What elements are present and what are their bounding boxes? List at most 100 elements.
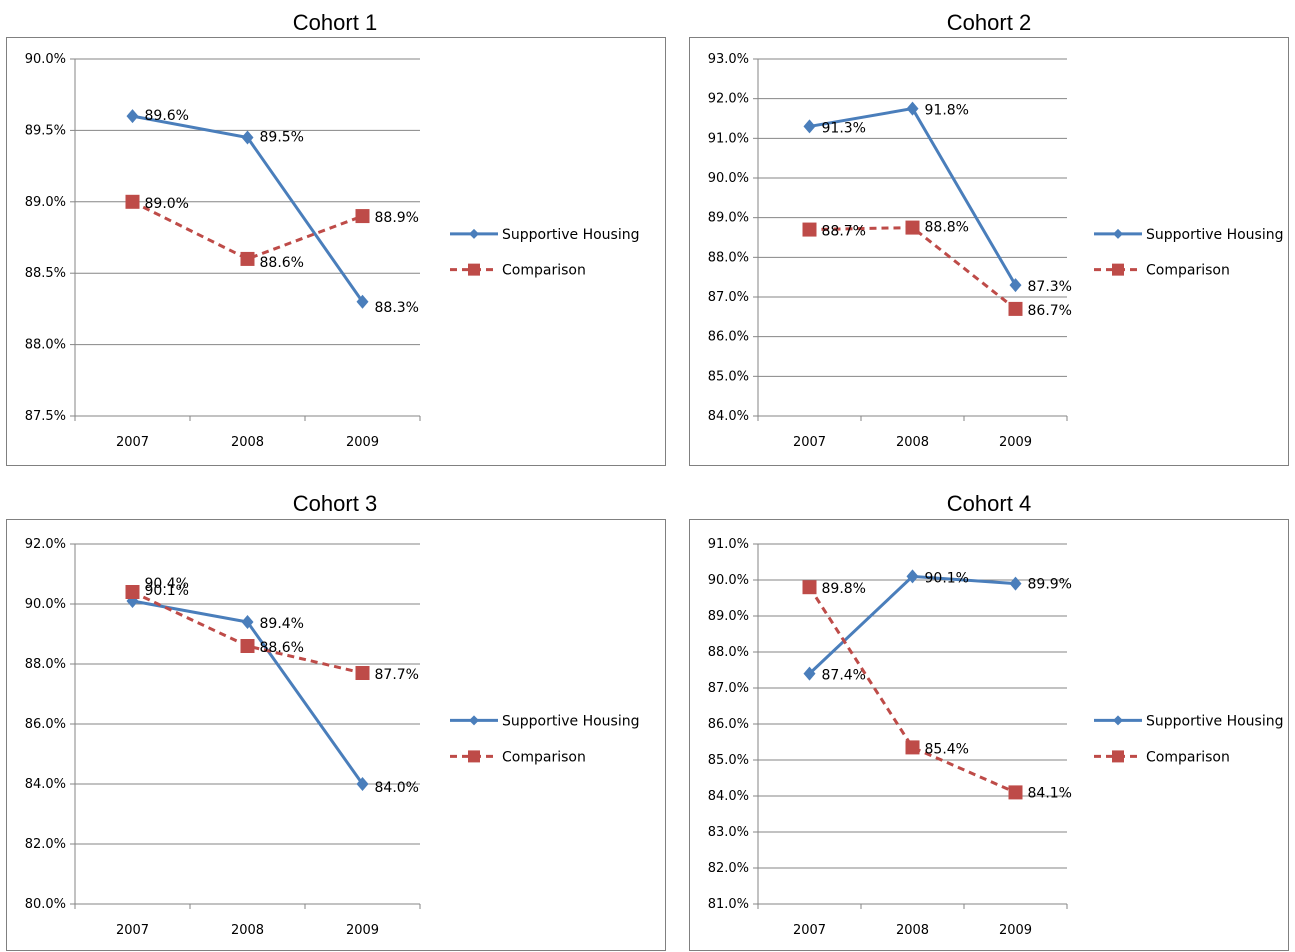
x-tick-label: 2008 xyxy=(896,923,929,938)
data-label: 89.6% xyxy=(145,108,189,124)
y-tick-label: 86.0% xyxy=(25,717,66,732)
data-point-supportive-housing xyxy=(906,569,919,584)
y-tick-label: 91.0% xyxy=(708,537,749,552)
chart-title-cohort-4: Cohort 4 xyxy=(946,491,1032,516)
y-tick-label: 82.0% xyxy=(25,837,66,852)
data-label: 84.1% xyxy=(1028,785,1072,801)
x-tick-label: 2009 xyxy=(346,435,379,450)
legend-marker-square xyxy=(468,263,480,276)
y-tick-label: 89.0% xyxy=(708,609,749,624)
x-tick-label: 2009 xyxy=(346,923,379,938)
y-tick-label: 87.0% xyxy=(708,290,749,305)
legend-marker-diamond xyxy=(1113,715,1123,726)
y-tick-label: 88.0% xyxy=(25,338,66,353)
y-tick-label: 84.0% xyxy=(25,777,66,792)
data-point-comparison xyxy=(1008,785,1023,800)
legend-label: Supportive Housing xyxy=(1146,713,1284,729)
y-tick-label: 87.0% xyxy=(708,681,749,696)
y-tick-label: 86.0% xyxy=(708,717,749,732)
data-point-supportive-housing xyxy=(356,294,369,309)
data-label: 87.3% xyxy=(1028,279,1072,295)
data-label: 87.7% xyxy=(375,667,419,683)
data-point-supportive-housing xyxy=(356,777,369,791)
y-tick-label: 85.0% xyxy=(708,753,749,768)
y-tick-label: 91.0% xyxy=(708,131,749,146)
chart-title-cohort-1: Cohort 1 xyxy=(292,10,378,35)
chart-title-cohort-3: Cohort 3 xyxy=(292,491,378,516)
legend-label: Supportive Housing xyxy=(1146,227,1284,243)
legend-label: Supportive Housing xyxy=(502,227,640,243)
chart-svg-cohort-4: 81.0% 82.0% 83.0% 84.0% 85.0% 86.0% 87.0% 88.0%… xyxy=(708,537,1284,938)
y-tick-label: 88.0% xyxy=(25,657,66,672)
legend-label: Supportive Housing xyxy=(502,713,640,729)
legend-marker-diamond xyxy=(469,715,479,726)
y-tick-label: 89.0% xyxy=(25,195,66,210)
data-label: 86.7% xyxy=(1028,303,1072,319)
data-point-comparison xyxy=(802,222,817,237)
series-line-comparison xyxy=(131,590,363,675)
data-label: 88.7% xyxy=(822,224,866,240)
data-point-comparison xyxy=(240,251,255,266)
data-label: 88.3% xyxy=(375,300,419,316)
x-tick-label: 2008 xyxy=(231,435,264,450)
chart-svg-cohort-2: 84.0% 85.0% 86.0% 87.0% 88.0% 89.0% 90.0% 91.0%… xyxy=(708,52,1284,450)
legend-label: Comparison xyxy=(1146,263,1230,279)
chart-title-cohort-2: Cohort 2 xyxy=(946,10,1032,35)
legend-marker-square xyxy=(468,750,480,763)
y-tick-label: 80.0% xyxy=(25,897,66,912)
y-tick-label: 90.0% xyxy=(708,171,749,186)
chart-svg-cohort-1: 87.5% 88.0% 88.5% 89.0% 89.5% 90.0% 2007 2008 20… xyxy=(25,52,640,450)
data-label: 85.4% xyxy=(925,741,969,757)
chart-svg-cohort-3: 80.0% 82.0% 84.0% 86.0% 88.0% 90.0% 92.0% 2007 2… xyxy=(25,537,640,938)
y-tick-label: 88.0% xyxy=(708,645,749,660)
y-tick-label: 88.5% xyxy=(25,266,66,281)
y-tick-label: 81.0% xyxy=(708,897,749,912)
y-tick-label: 93.0% xyxy=(708,52,749,67)
data-label: 88.8% xyxy=(925,220,969,236)
x-tick-label: 2008 xyxy=(231,923,264,938)
chart-panel-cohort-4: 81.0% 82.0% 83.0% 84.0% 85.0% 86.0% 87.0% 88.0%… xyxy=(689,519,1289,951)
data-point-comparison xyxy=(802,580,817,595)
data-label: 88.6% xyxy=(260,255,304,271)
y-tick-label: 85.0% xyxy=(708,369,749,384)
data-point-comparison xyxy=(125,585,140,599)
data-point-supportive-housing xyxy=(241,615,254,629)
y-tick-label: 84.0% xyxy=(708,409,749,424)
y-tick-label: 86.0% xyxy=(708,330,749,345)
legend-label: Comparison xyxy=(502,263,586,279)
x-tick-label: 2007 xyxy=(116,435,149,450)
data-point-comparison xyxy=(240,639,255,653)
data-label: 87.4% xyxy=(822,668,866,684)
y-tick-label: 90.0% xyxy=(25,52,66,67)
data-point-supportive-housing xyxy=(906,101,919,116)
x-tick-label: 2009 xyxy=(999,435,1032,450)
legend-label: Comparison xyxy=(1146,749,1230,765)
x-tick-label: 2008 xyxy=(896,435,929,450)
data-label: 90.1% xyxy=(925,570,969,586)
data-point-comparison xyxy=(355,666,370,680)
series-line-comparison xyxy=(131,200,364,261)
data-point-supportive-housing xyxy=(803,666,816,681)
y-tick-label: 84.0% xyxy=(708,789,749,804)
y-tick-label: 87.5% xyxy=(25,409,66,424)
data-label: 90.1% xyxy=(145,583,189,599)
chart-panel-cohort-3: 80.0% 82.0% 84.0% 86.0% 88.0% 90.0% 92.0% 2007 2… xyxy=(6,519,666,951)
data-point-supportive-housing xyxy=(126,109,139,124)
y-tick-label: 83.0% xyxy=(708,825,749,840)
data-point-comparison xyxy=(905,740,920,755)
y-tick-label: 92.0% xyxy=(708,92,749,107)
data-point-comparison xyxy=(125,194,140,209)
data-label: 89.8% xyxy=(822,581,866,597)
y-tick-label: 82.0% xyxy=(708,861,749,876)
y-tick-label: 88.0% xyxy=(708,250,749,265)
data-label: 89.9% xyxy=(1028,577,1072,593)
data-point-comparison xyxy=(355,209,370,224)
x-tick-label: 2009 xyxy=(999,923,1032,938)
data-label: 89.4% xyxy=(260,616,304,632)
series-line-comparison xyxy=(808,586,1017,794)
data-label: 88.6% xyxy=(260,640,304,656)
data-point-comparison xyxy=(905,220,920,235)
data-point-comparison xyxy=(1008,301,1023,316)
data-label: 90.4% xyxy=(145,576,189,592)
y-tick-label: 89.5% xyxy=(25,123,66,138)
